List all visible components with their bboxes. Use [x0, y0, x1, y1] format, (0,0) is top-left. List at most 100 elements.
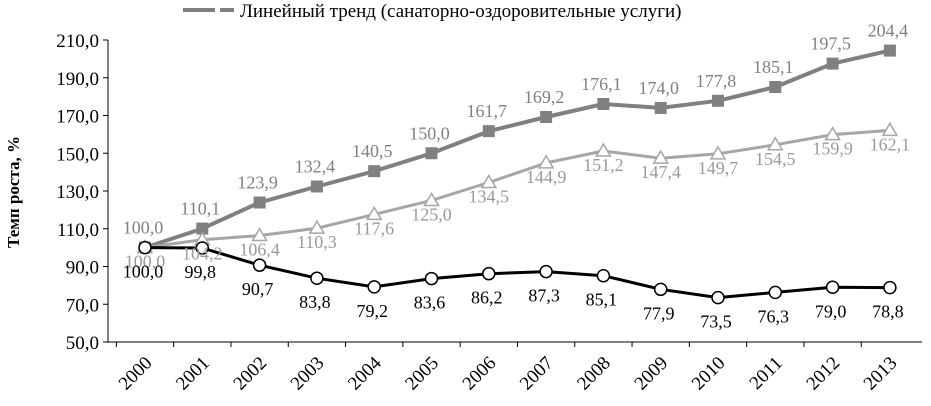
- x-tick-label: 2000: [115, 353, 157, 395]
- data-label: 100,0: [125, 252, 166, 272]
- data-point: [196, 222, 209, 235]
- x-tick-label: 2009: [631, 353, 673, 395]
- data-label: 132,4: [295, 156, 336, 176]
- data-label: 123,9: [237, 173, 278, 193]
- data-point: [768, 285, 783, 300]
- y-tick-label: 130,0: [56, 182, 99, 203]
- data-label: 86,2: [471, 288, 503, 308]
- data-label: 73,5: [700, 312, 732, 332]
- series-line: [144, 48, 891, 250]
- data-label: 106,4: [239, 240, 280, 260]
- data-point: [482, 125, 495, 138]
- data-point: [766, 136, 784, 151]
- data-label: 110,1: [180, 199, 220, 219]
- x-tick-label: 2004: [344, 352, 386, 394]
- data-label: 169,2: [524, 87, 565, 107]
- data-point: [425, 147, 438, 160]
- data-label: 185,1: [753, 57, 794, 77]
- data-point: [138, 240, 152, 255]
- data-point: [480, 174, 498, 189]
- data-point: [654, 101, 667, 114]
- data-label: 144,9: [526, 167, 567, 187]
- y-tick-label: 70,0: [66, 295, 99, 316]
- data-label: 149,7: [698, 158, 739, 178]
- x-tick-label: 2007: [516, 353, 558, 395]
- data-label: 78,8: [872, 302, 904, 322]
- data-point: [365, 205, 383, 221]
- data-label: 104,2: [182, 244, 223, 264]
- data-label: 117,6: [354, 218, 394, 238]
- data-point: [252, 258, 267, 272]
- series-layer: [136, 44, 899, 305]
- data-point: [597, 97, 610, 110]
- data-label: 159,9: [812, 139, 853, 159]
- x-tick-label: 2003: [287, 353, 329, 395]
- data-point: [195, 241, 210, 255]
- data-label: 177,8: [696, 71, 737, 91]
- data-point: [826, 57, 839, 70]
- data-point: [595, 142, 612, 157]
- data-point: [653, 282, 668, 297]
- data-point: [310, 271, 324, 285]
- data-point: [308, 219, 326, 234]
- y-tick-label: 50,0: [66, 333, 99, 354]
- data-point: [253, 196, 266, 209]
- x-tick-label: 2010: [688, 353, 730, 395]
- data-label: 79,2: [356, 301, 388, 321]
- legend-entry: Линейный тренд (санаторно-оздоровительны…: [240, 1, 681, 22]
- data-point: [711, 290, 725, 305]
- y-axis-label: Темп роста, %: [4, 136, 23, 248]
- y-tick-label: 210,0: [56, 31, 99, 52]
- data-point: [825, 280, 840, 295]
- data-point: [368, 165, 381, 178]
- legend: Линейный тренд (санаторно-оздоровительны…: [183, 1, 681, 22]
- data-point: [652, 149, 670, 164]
- data-label: 174,0: [638, 78, 679, 98]
- data-point: [881, 121, 899, 137]
- data-label: 85,1: [586, 290, 618, 310]
- x-tick-label: 2005: [401, 353, 443, 395]
- data-label: 140,5: [352, 141, 393, 161]
- data-label: 99,8: [185, 262, 217, 282]
- x-tick-label: 2013: [860, 353, 902, 395]
- data-point: [883, 44, 896, 57]
- data-label: 83,6: [414, 293, 446, 313]
- data-label: 162,1: [870, 134, 911, 154]
- y-tick-label: 170,0: [56, 107, 99, 128]
- data-point: [540, 111, 553, 124]
- data-point: [251, 227, 268, 242]
- data-point: [367, 280, 381, 294]
- data-label: 154,5: [755, 149, 796, 169]
- x-tick-label: 2001: [172, 353, 214, 395]
- y-tick-label: 150,0: [56, 144, 99, 165]
- data-label: 134,5: [469, 187, 510, 207]
- data-point: [482, 266, 496, 281]
- data-point: [424, 271, 439, 286]
- data-label: 79,0: [815, 301, 847, 321]
- data-label: 147,4: [640, 162, 681, 182]
- x-tick-label: 2011: [746, 353, 787, 394]
- y-tick-label: 90,0: [66, 258, 99, 279]
- data-label: 90,7: [242, 279, 274, 299]
- data-point: [423, 191, 440, 207]
- data-point: [596, 268, 611, 283]
- data-label: 204,4: [868, 21, 909, 41]
- y-tick-label: 110,0: [57, 220, 99, 241]
- data-point: [539, 264, 553, 279]
- x-tick-label: 2006: [459, 353, 501, 395]
- data-label: 150,0: [409, 123, 450, 143]
- series-line: [144, 128, 891, 250]
- data-label: 76,3: [758, 306, 790, 326]
- data-point: [537, 154, 555, 169]
- data-point: [712, 94, 724, 107]
- data-label: 100,0: [123, 262, 164, 282]
- data-label: 125,0: [411, 204, 452, 224]
- data-label: 83,8: [299, 292, 331, 312]
- data-label: 197,5: [810, 34, 851, 54]
- data-label: 151,2: [583, 155, 624, 175]
- x-tick-label: 2002: [229, 353, 271, 395]
- data-point: [769, 80, 782, 93]
- series-line: [144, 246, 890, 300]
- data-label: 176,1: [581, 74, 622, 94]
